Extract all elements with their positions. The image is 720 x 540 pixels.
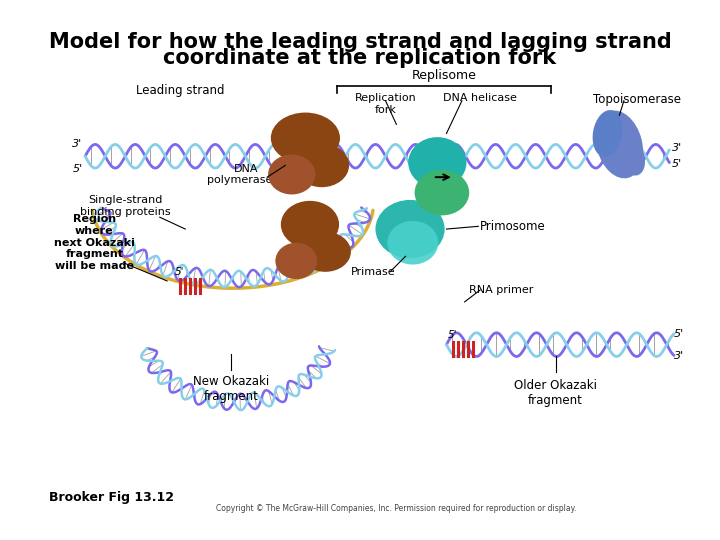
Text: Replication
fork: Replication fork <box>355 93 416 115</box>
Text: Region
where
next Okazaki
fragment
will be made: Region where next Okazaki fragment will … <box>54 214 135 271</box>
Text: Replisome: Replisome <box>412 69 477 82</box>
Ellipse shape <box>593 110 623 157</box>
Text: 3': 3' <box>72 138 82 149</box>
Text: 3': 3' <box>674 350 684 361</box>
Text: coordinate at the replication fork: coordinate at the replication fork <box>163 48 557 68</box>
Text: Topoisomerase: Topoisomerase <box>593 93 680 106</box>
Text: Model for how the leading strand and lagging strand: Model for how the leading strand and lag… <box>49 32 671 52</box>
Text: DNA
polymerase III: DNA polymerase III <box>207 164 286 185</box>
Text: Primosome: Primosome <box>480 220 546 233</box>
Text: Leading strand: Leading strand <box>135 84 224 97</box>
Text: Brooker Fig 13.12: Brooker Fig 13.12 <box>49 491 174 504</box>
Ellipse shape <box>294 144 349 187</box>
Text: New Okazaki
fragment: New Okazaki fragment <box>193 375 269 403</box>
Text: 3': 3' <box>672 143 683 153</box>
Ellipse shape <box>275 242 318 279</box>
Text: Older Okazaki
fragment: Older Okazaki fragment <box>514 379 597 407</box>
Ellipse shape <box>408 137 467 188</box>
Ellipse shape <box>281 201 339 248</box>
Text: 5': 5' <box>448 330 458 340</box>
Ellipse shape <box>618 137 645 176</box>
Text: 5': 5' <box>72 164 82 174</box>
Text: Single-strand
binding proteins: Single-strand binding proteins <box>80 195 171 217</box>
Text: 5': 5' <box>672 159 683 170</box>
Text: 5': 5' <box>674 329 684 339</box>
Ellipse shape <box>375 200 445 258</box>
Ellipse shape <box>268 154 315 194</box>
Text: 5': 5' <box>175 267 184 277</box>
Text: RNA primer: RNA primer <box>469 285 534 295</box>
Text: Copyright © The McGraw-Hill Companies, Inc. Permission required for reproduction: Copyright © The McGraw-Hill Companies, I… <box>216 504 577 513</box>
Ellipse shape <box>271 112 340 164</box>
Ellipse shape <box>595 111 643 178</box>
Ellipse shape <box>300 232 351 272</box>
Text: Primase: Primase <box>351 267 396 277</box>
Ellipse shape <box>415 170 469 215</box>
Ellipse shape <box>387 221 438 265</box>
Text: DNA helicase: DNA helicase <box>444 93 517 104</box>
